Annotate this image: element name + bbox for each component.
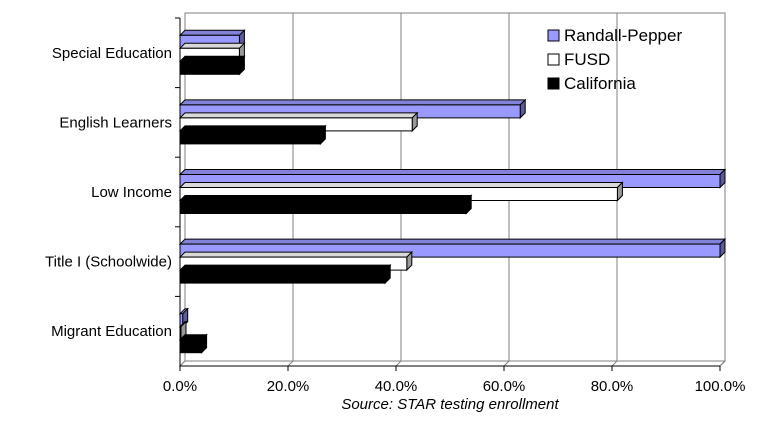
x-tick-label: 20.0%: [267, 378, 310, 395]
bar-top: [178, 55, 246, 62]
legend-label: California: [564, 74, 636, 93]
bar-top: [178, 251, 414, 258]
gridline-floor: [719, 360, 726, 367]
bar-top: [178, 125, 327, 132]
bar-top: [178, 169, 727, 175]
x-tick-label: 100.0%: [695, 378, 746, 395]
bar: [178, 263, 392, 285]
bar-top: [178, 264, 392, 271]
bar-front: [179, 60, 240, 75]
source-caption: Source: STAR testing enrollment: [341, 396, 559, 413]
bar: [178, 111, 419, 133]
bar-front: [179, 130, 321, 145]
category-labels: Special Education English Learners Low Inc…: [45, 45, 172, 340]
category-label: Low Income: [91, 184, 172, 201]
x-tick-label: 40.0%: [375, 378, 418, 395]
legend-swatch: [547, 29, 560, 42]
legend-label: Randall-Pepper: [564, 26, 682, 45]
category-label: Migrant Education: [51, 323, 172, 340]
bar-front: [179, 339, 203, 354]
legend-swatch: [547, 53, 560, 66]
x-tick-label: 80.0%: [591, 378, 634, 395]
x-tick-label: 0.0%: [163, 378, 197, 395]
gridline-floor: [395, 360, 402, 367]
gridline-floor: [611, 360, 618, 367]
bar-top: [178, 99, 527, 106]
bar: [178, 333, 208, 354]
legend: Randall-Pepper FUSD California: [547, 26, 682, 93]
bar-top: [178, 182, 624, 188]
bar-front: [179, 200, 467, 214]
bar: [178, 194, 473, 215]
gridline-floor: [287, 360, 294, 367]
bar-top: [178, 29, 246, 36]
axes: [175, 17, 721, 371]
bars: [178, 29, 727, 354]
plot-floor: [178, 360, 727, 367]
legend-label: FUSD: [564, 50, 610, 69]
category-label: Special Education: [52, 45, 172, 62]
category-label: Title I (Schoolwide): [45, 254, 172, 271]
bar: [178, 55, 246, 76]
bar-top: [178, 195, 473, 201]
bar-top: [178, 112, 419, 119]
category-label: English Learners: [59, 114, 172, 131]
bar: [178, 124, 327, 146]
x-tick-label: 60.0%: [483, 378, 526, 395]
x-tick-labels: 0.0% 20.0% 40.0% 60.0% 80.0% 100.0%: [163, 378, 746, 395]
bar-top: [178, 42, 246, 49]
legend-swatch: [547, 77, 560, 90]
bar-top: [178, 238, 727, 245]
bar-front: [179, 269, 386, 284]
gridline-floor: [503, 360, 510, 367]
